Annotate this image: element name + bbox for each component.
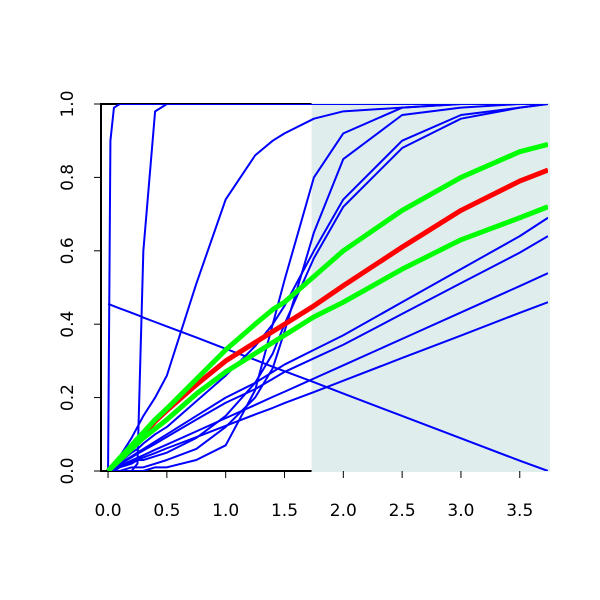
series-line xyxy=(107,301,548,471)
x-tick-label: 1.0 xyxy=(212,501,239,521)
x-tick-label: 0.0 xyxy=(95,501,122,521)
x-tick-label: 0.5 xyxy=(153,501,180,521)
axes: 0.0 0.5 1.0 1.5 2.0 2.5 3.0 3.5 0.0 0.2 0.4 0.6 0.8 1… xyxy=(58,90,533,521)
series-line xyxy=(106,204,548,471)
series-line xyxy=(107,235,548,471)
shaded-region xyxy=(311,103,550,472)
y-tick-label: 0.4 xyxy=(58,311,78,338)
y-tick-label: 0.0 xyxy=(58,457,78,484)
y-tick-label: 0.6 xyxy=(58,237,78,264)
plot-area xyxy=(106,104,548,471)
y-tick-label: 0.2 xyxy=(58,384,78,411)
x-tick-label: 2.0 xyxy=(330,501,357,521)
x-tick-label: 2.5 xyxy=(389,501,416,521)
x-tick-label: 1.5 xyxy=(271,501,298,521)
x-tick-label: 3.0 xyxy=(447,501,474,521)
y-tick-label: 0.8 xyxy=(58,164,78,191)
y-tick-label: 1.0 xyxy=(58,90,78,117)
x-tick-label: 3.5 xyxy=(506,501,533,521)
series-line xyxy=(107,303,548,471)
series-line xyxy=(108,104,548,471)
series-line xyxy=(108,104,548,471)
